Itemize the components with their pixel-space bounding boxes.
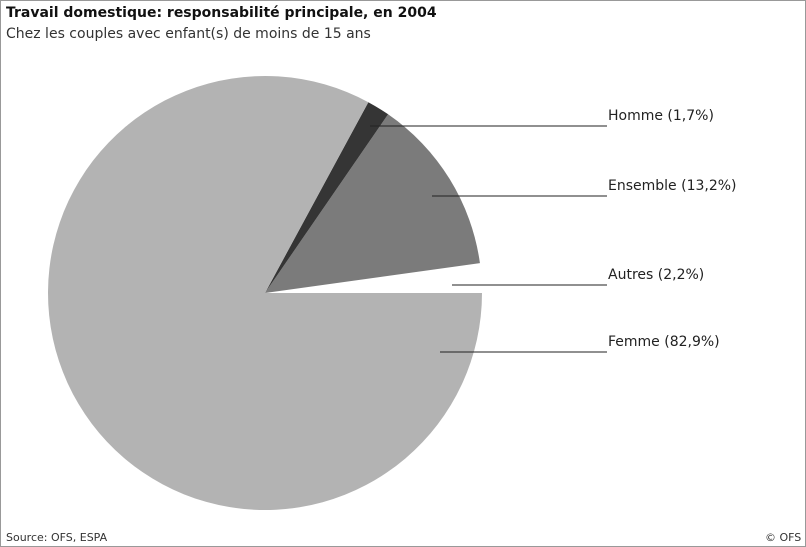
pie-slice [47,75,483,510]
copyright: © OFS [765,531,801,544]
chart-subtitle: Chez les couples avec enfant(s) de moins… [6,26,371,42]
slice-label: Autres (2,2%) [608,267,704,283]
chart-title: Travail domestique: responsabilité princ… [6,5,437,21]
pie-slice [265,263,482,293]
source: Source: OFS, ESPA [6,531,108,544]
pie-slice [265,114,480,293]
slice-label: Homme (1,7%) [608,108,714,124]
slice-label: Ensemble (13,2%) [608,178,737,194]
pie-slice [265,102,389,294]
slice-label: Femme (82,9%) [608,334,720,350]
